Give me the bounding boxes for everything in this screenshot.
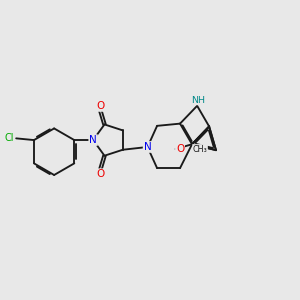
Text: NH: NH: [191, 95, 205, 104]
Text: CH₃: CH₃: [193, 145, 207, 154]
Text: Cl: Cl: [4, 134, 14, 143]
Text: O: O: [96, 101, 104, 111]
Text: O: O: [96, 169, 104, 179]
Text: N: N: [89, 135, 97, 145]
Text: N: N: [144, 142, 152, 152]
Text: O: O: [176, 144, 184, 154]
